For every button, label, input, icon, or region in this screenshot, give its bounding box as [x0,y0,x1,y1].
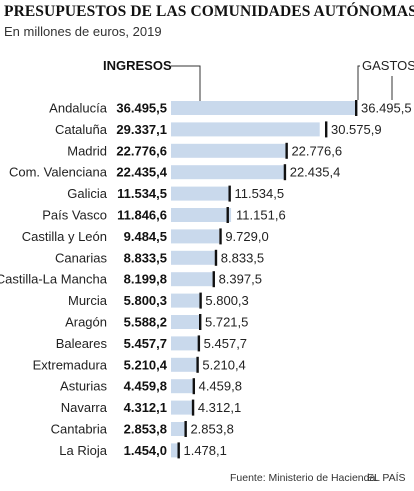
marker-gastos [197,335,201,352]
bar-ingresos [171,186,230,201]
header-ingresos: INGRESOS [103,58,172,73]
gastos-value-label: 1.478,1 [183,443,226,458]
marker-gastos [228,185,231,202]
bar-ingresos [171,122,320,137]
gastos-value-label: 36.495,5 [361,101,412,116]
ingresos-value-label: 22.776,6 [116,143,167,158]
category-label: Extremadura [33,357,108,372]
bar-ingresos [171,315,200,329]
bar-ingresos [171,422,186,436]
bar-ingresos [171,101,356,115]
gastos-value-label: 8.833,5 [221,250,264,265]
category-label: Navarra [61,400,108,415]
bar-ingresos [171,272,213,287]
ingresos-value-label: 9.484,5 [124,229,167,244]
gastos-pointer-line [357,65,360,100]
category-label: Cataluña [55,122,108,137]
bar-ingresos [171,400,193,415]
brand-label: EL PAÍS [367,472,406,484]
ingresos-value-label: 1.454,0 [124,443,167,458]
gastos-value-label: 5.457,7 [204,336,247,351]
category-label: Canarias [55,250,108,265]
marker-gastos [184,421,187,437]
marker-gastos [214,249,218,266]
gastos-value-label: 30.575,9 [331,122,382,137]
chart-title: PRESUPUESTOS DE LAS COMUNIDADES AUTÓNOMA… [4,3,414,20]
gastos-value-label: 11.534,5 [234,186,284,201]
gastos-value-label: 9.729,0 [225,229,268,244]
bar-ingresos [171,250,216,265]
ingresos-value-label: 11.846,6 [117,208,167,223]
category-label: Aragón [65,315,107,330]
header-gastos: GASTOS [362,58,414,73]
gastos-value-label: 5.800,3 [205,293,248,308]
ingresos-value-label: 5.588,2 [124,315,167,330]
marker-gastos [285,142,288,159]
bar-ingresos [171,293,201,308]
gastos-value-label: 4.459,8 [199,379,242,394]
category-label: Madrid [67,143,107,158]
bar-ingresos [171,143,287,158]
marker-gastos [283,164,287,181]
category-label: Galicia [67,186,108,201]
category-label: Com. Valenciana [9,165,108,180]
category-label: Castilla-La Mancha [0,272,108,287]
bar-ingresos [171,443,179,458]
category-label: Murcia [68,293,108,308]
bar-ingresos [171,165,285,180]
bar-ingresos [171,357,198,372]
bar-ingresos [171,336,199,351]
gastos-value-label: 5.721,5 [205,315,248,330]
marker-gastos [192,378,196,395]
marker-gastos [199,292,202,309]
category-label: La Rioja [59,443,107,458]
gastos-value-label: 22.435,4 [290,165,341,180]
marker-gastos [199,314,202,330]
bar-ingresos [171,379,194,394]
category-label: Andalucía [49,101,108,116]
marker-gastos [177,442,180,459]
category-label: Asturias [60,379,107,394]
marker-gastos [219,228,222,245]
bar-ingresos [171,229,220,244]
ingresos-value-label: 4.459,8 [124,379,167,394]
ingresos-value-label: 5.800,3 [124,293,167,308]
marker-gastos [196,356,199,373]
ingresos-value-label: 5.210,4 [124,357,168,372]
ingresos-value-label: 5.457,7 [124,336,167,351]
gastos-value-label: 2.853,8 [190,422,233,437]
ingresos-value-label: 11.534,5 [117,186,167,201]
ingresos-value-label: 36.495,5 [116,101,167,116]
gastos-value-label: 22.776,6 [291,143,342,158]
ingresos-value-label: 8.833,5 [124,250,167,265]
category-label: Cantabria [51,422,108,437]
category-label: Baleares [56,336,108,351]
ingresos-value-label: 4.312,1 [124,400,167,415]
ingresos-pointer-line [171,65,201,102]
ingresos-value-label: 22.435,4 [116,165,167,180]
gastos-value-label: 5.210,4 [202,357,245,372]
ingresos-value-label: 8.199,8 [124,272,167,287]
ingresos-value-label: 2.853,8 [124,422,167,437]
chart-subtitle: En millones de euros, 2019 [4,24,162,39]
marker-gastos [355,100,358,116]
gastos-value-label: 4.312,1 [198,400,241,415]
marker-gastos [324,121,328,138]
gastos-value-label: 11.151,6 [236,208,286,223]
category-label: Castilla y León [22,229,107,244]
category-label: País Vasco [42,208,107,223]
marker-gastos [226,207,229,223]
marker-gastos [212,271,215,288]
ingresos-value-label: 29.337,1 [116,122,167,137]
source-note: Fuente: Ministerio de Hacienda. [230,472,379,484]
gastos-value-label: 8.397,5 [219,272,262,287]
bar-ingresos [171,208,232,222]
marker-gastos [191,399,195,416]
